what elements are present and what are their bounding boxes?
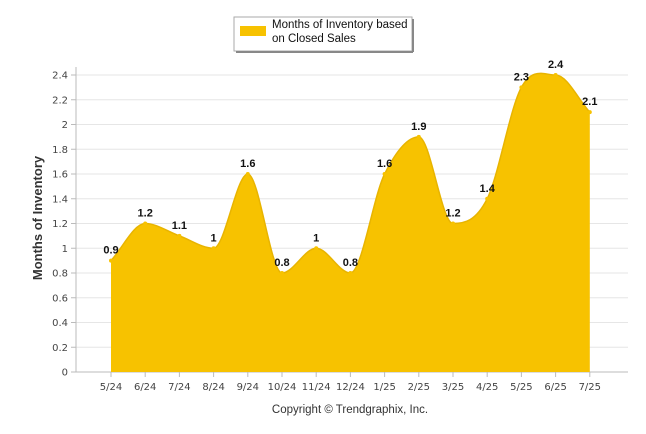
y-tick-label: 2.2: [52, 95, 68, 106]
data-point: [348, 271, 353, 275]
x-tick-label: 2/25: [408, 382, 430, 393]
data-label: 1.6: [377, 158, 392, 170]
data-label: 2.1: [582, 96, 597, 108]
y-tick-label: 1.2: [52, 219, 68, 230]
x-tick-label: 6/25: [544, 382, 566, 393]
y-axis-ticks: 0 0.2 0.4 0.6 0.8 1 1.2 1.4 1.6 1.8 2 2.2 2.4: [52, 71, 68, 379]
axes: Months of Inventory: [30, 155, 45, 280]
data-point: [245, 172, 250, 176]
legend: Months of Inventory based on Closed Sale…: [233, 16, 414, 53]
data-label: 1: [313, 232, 319, 244]
data-label: 1.9: [411, 121, 426, 133]
data-point: [211, 246, 216, 251]
data-label: 1.2: [138, 208, 153, 220]
data-point: [314, 246, 319, 251]
data-point: [143, 221, 148, 226]
y-tick-label: 1.4: [52, 194, 68, 205]
x-axis-ticks: 5/24 6/24 7/24 8/24 9/24 10/24 11/24 12/24 1/25 2…: [100, 372, 601, 393]
y-tick-label: 1.6: [52, 170, 68, 181]
data-label: 1: [211, 232, 217, 244]
data-point: [451, 221, 455, 226]
x-tick-label: 12/24: [336, 382, 365, 393]
x-tick-label: 8/24: [202, 382, 224, 393]
data-point: [382, 172, 387, 176]
data-label: 0.8: [274, 257, 289, 269]
legend-text-line-2: on Closed Sales: [272, 33, 356, 45]
y-tick-label: 2.4: [52, 71, 68, 82]
x-tick-label: 7/24: [168, 382, 190, 393]
legend-swatch: [240, 26, 266, 36]
y-tick-label: 0.8: [52, 269, 68, 280]
data-label: 1.1: [172, 220, 187, 232]
x-tick-label: 9/24: [237, 382, 259, 393]
data-label: 1.2: [445, 208, 460, 220]
legend-text-line-1: Months of Inventory based: [272, 19, 408, 31]
x-tick-label: 3/25: [442, 382, 464, 393]
y-tick-label: 1.8: [52, 145, 68, 156]
x-tick-label: 1/25: [373, 382, 395, 393]
x-tick-label: 4/25: [476, 382, 498, 393]
data-label: 1.6: [240, 158, 255, 170]
y-tick-label: 0.2: [52, 343, 68, 354]
data-point: [280, 271, 284, 275]
area-series: [109, 72, 592, 373]
x-tick-label: 10/24: [268, 382, 297, 393]
y-tick-label: 0.6: [52, 293, 68, 304]
x-tick-label: 5/24: [100, 382, 122, 393]
data-point: [177, 233, 182, 238]
data-label: 0.9: [103, 245, 118, 257]
x-tick-label: 6/24: [134, 382, 156, 393]
copyright-text: Copyright © Trendgraphix, Inc.: [272, 404, 428, 416]
data-label: 2.4: [548, 59, 564, 71]
y-axis-title: Months of Inventory: [30, 155, 45, 280]
y-tick-label: 0.4: [52, 318, 68, 329]
data-label: 0.8: [343, 257, 358, 269]
y-tick-label: 2: [62, 120, 68, 131]
y-tick-label: 1: [62, 244, 68, 255]
x-tick-label: 11/24: [302, 382, 331, 393]
data-point: [416, 134, 421, 139]
data-point: [519, 85, 524, 90]
data-point: [109, 258, 113, 263]
data-point: [485, 196, 490, 201]
x-tick-label: 7/25: [579, 382, 601, 393]
data-point: [553, 73, 558, 77]
x-tick-label: 5/25: [510, 382, 532, 393]
y-tick-label: 0: [62, 368, 68, 379]
data-point: [587, 110, 592, 115]
data-label: 1.4: [480, 183, 496, 195]
data-labels: 0.9 1.2 1.1 1 1.6 0.8 1 0.8 1.6 1.9 1.2 1.4 2.3 2.4 2.…: [103, 59, 597, 269]
area-fill: [111, 73, 590, 373]
data-label: 2.3: [514, 71, 529, 83]
